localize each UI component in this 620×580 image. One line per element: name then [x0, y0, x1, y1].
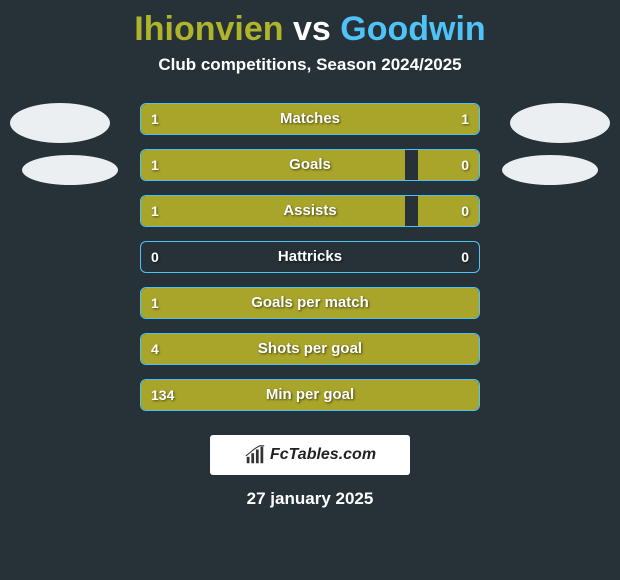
stat-label: Min per goal: [141, 380, 479, 411]
stat-label: Goals per match: [141, 288, 479, 319]
brand-text: FcTables.com: [270, 446, 376, 464]
player2-club-placeholder: [502, 155, 598, 185]
stat-row: 00Hattricks: [140, 241, 480, 273]
snapshot-date: 27 january 2025: [0, 489, 620, 509]
stat-row: 1Goals per match: [140, 287, 480, 319]
stat-row: 11Matches: [140, 103, 480, 135]
player1-name: Ihionvien: [134, 10, 283, 48]
stat-row: 10Goals: [140, 149, 480, 181]
vs-label: vs: [293, 10, 331, 48]
stat-bars-container: 11Matches 10Goals 10Assists 00Hattricks 1Goa…: [140, 103, 480, 425]
stat-label: Assists: [141, 196, 479, 227]
brand-badge: FcTables.com: [210, 435, 410, 475]
comparison-title: Ihionvien vs Goodwin: [0, 0, 620, 55]
stat-row: 4Shots per goal: [140, 333, 480, 365]
player1-club-placeholder: [22, 155, 118, 185]
player2-avatar-placeholder: [510, 103, 610, 143]
brand-chart-icon: [244, 444, 266, 466]
player2-name: Goodwin: [340, 10, 485, 48]
stat-label: Shots per goal: [141, 334, 479, 365]
stat-label: Goals: [141, 150, 479, 181]
stat-label: Hattricks: [141, 242, 479, 273]
player1-avatar-placeholder: [10, 103, 110, 143]
stat-label: Matches: [141, 104, 479, 135]
stat-row: 134Min per goal: [140, 379, 480, 411]
stat-row: 10Assists: [140, 195, 480, 227]
subtitle: Club competitions, Season 2024/2025: [0, 55, 620, 75]
